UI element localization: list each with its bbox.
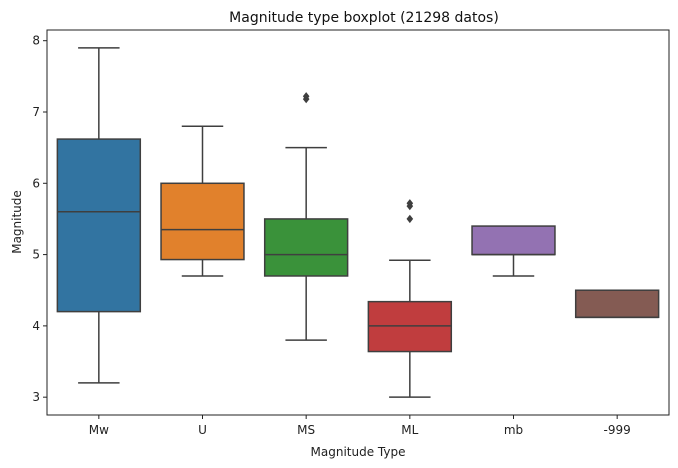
x-tick-label: -999 <box>604 423 631 437</box>
y-tick-label: 5 <box>32 248 40 262</box>
plot-frame <box>46 29 670 416</box>
box-group-5 <box>574 289 660 319</box>
x-tick-label: U <box>198 423 207 437</box>
box-iqr <box>263 218 349 277</box>
y-tick-label: 3 <box>32 390 40 404</box>
box-group-3 <box>367 199 453 398</box>
box-group-4 <box>471 225 556 277</box>
x-tick-label: ML <box>401 423 418 437</box>
y-tick-label: 7 <box>32 105 40 119</box>
x-tick-label: mb <box>504 423 523 437</box>
y-tick-label: 6 <box>32 176 40 190</box>
y-tick-label: 8 <box>32 34 40 48</box>
box-iqr <box>56 138 142 313</box>
x-tick-label: Mw <box>89 423 109 437</box>
outlier-point <box>302 92 310 101</box>
box-group-2 <box>263 92 349 341</box>
outlier-point <box>406 199 414 208</box>
chart-title: Magnitude type boxplot (21298 datos) <box>229 10 499 26</box>
y-tick-label: 4 <box>32 319 40 333</box>
box-group-1 <box>160 125 245 277</box>
box-iqr <box>574 289 660 319</box>
outlier-point <box>406 214 414 224</box>
box-iqr <box>160 182 245 261</box>
x-axis-label: Magnitude Type <box>311 445 406 459</box>
y-axis-label: Magnitude <box>10 190 24 254</box>
box-group-0 <box>56 47 142 384</box>
x-tick-label: MS <box>297 423 315 437</box>
box-iqr <box>471 225 556 256</box>
